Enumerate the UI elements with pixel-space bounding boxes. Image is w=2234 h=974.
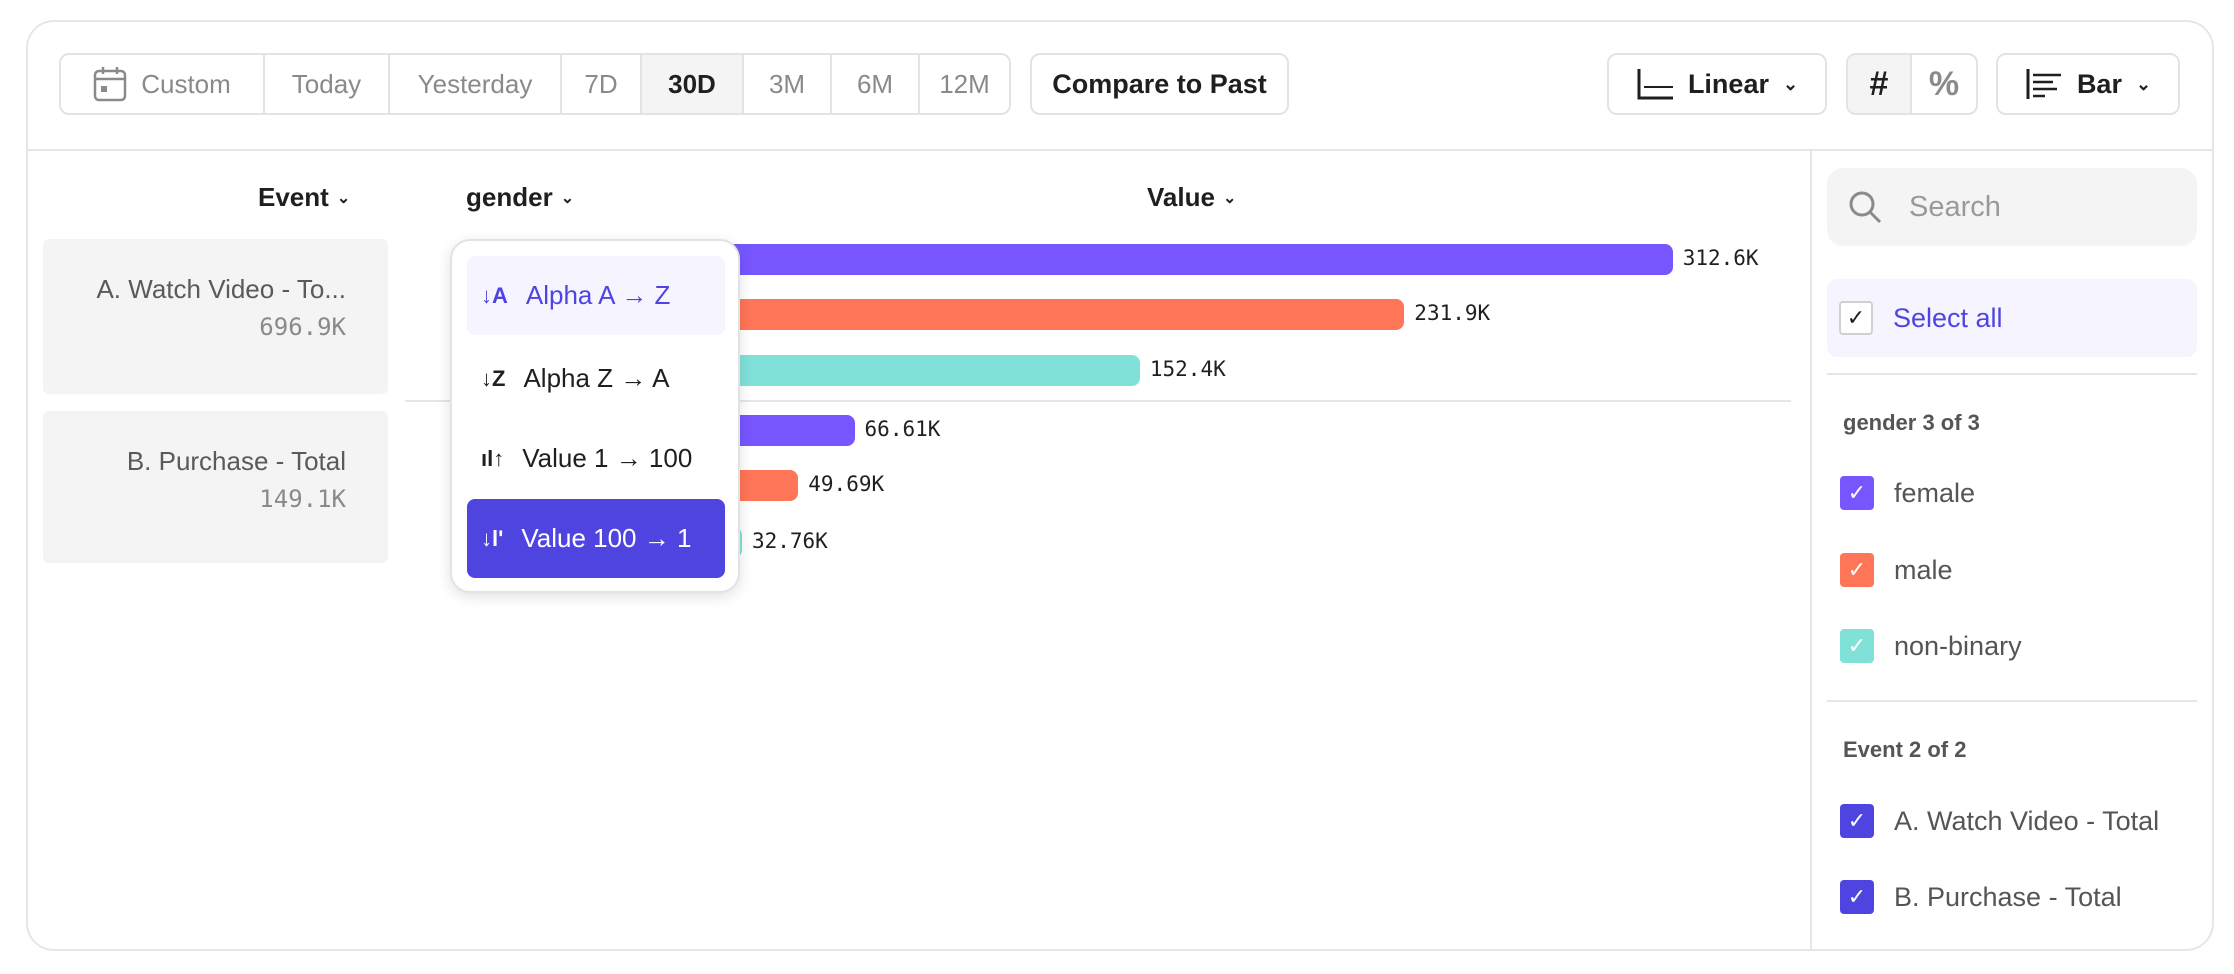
check-icon: ✓	[1840, 476, 1874, 510]
event-filter-header: Event 2 of 2	[1843, 737, 1967, 762]
sort-alpha-desc-icon: ↓Z	[481, 365, 506, 391]
gender-header-label: gender	[466, 182, 553, 212]
range-today[interactable]: Today	[265, 55, 390, 113]
gender-filter-header: gender 3 of 3	[1843, 410, 1980, 435]
value-header-label: Value	[1147, 182, 1215, 212]
search-input[interactable]: Search	[1827, 168, 2197, 246]
panel-divider	[1827, 700, 2197, 702]
date-range-selector: Custom Today Yesterday 7D 30D 3M 6M 12M	[59, 53, 1011, 115]
filter-event-a[interactable]: ✓ A. Watch Video - Total	[1840, 804, 2159, 838]
event-card-b[interactable]: B. Purchase - Total 149.1K	[43, 411, 388, 563]
sort-alpha-az[interactable]: ↓A Alpha A → Z	[467, 256, 725, 335]
chevron-down-icon: ⌄	[1782, 73, 1799, 94]
sort-option-label: Value 100 → 1	[521, 523, 692, 553]
select-all-checkbox[interactable]: ✓ Select all	[1827, 279, 2197, 357]
chevron-down-icon: ⌄	[1222, 189, 1237, 207]
range-custom-label: Custom	[141, 68, 231, 99]
range-30d[interactable]: 30D	[642, 55, 744, 113]
sort-alpha-za[interactable]: ↓Z Alpha Z → A	[467, 339, 725, 418]
search-placeholder: Search	[1909, 190, 2001, 223]
filter-event-b[interactable]: ✓ B. Purchase - Total	[1840, 880, 2122, 914]
range-6m[interactable]: 6M	[832, 55, 920, 113]
check-icon: ✓	[1840, 629, 1874, 663]
bar-a-male[interactable]	[633, 299, 1405, 330]
range-3m[interactable]: 3M	[744, 55, 832, 113]
sort-option-label: Alpha A → Z	[525, 280, 671, 310]
chevron-down-icon: ⌄	[560, 189, 575, 207]
panel-divider	[1827, 373, 2197, 375]
bar-chart-icon	[2026, 69, 2061, 99]
gender-column-header[interactable]: gender ⌄	[466, 182, 574, 213]
event-name: B. Purchase - Total	[126, 446, 346, 476]
bar-value-label: 312.6K	[1682, 246, 1759, 270]
compare-to-past-button[interactable]: Compare to Past	[1030, 53, 1289, 115]
filter-non-binary[interactable]: ✓ non-binary	[1840, 629, 2022, 663]
search-icon	[1849, 191, 1882, 224]
check-icon: ✓	[1840, 880, 1874, 914]
bar-value-label: 32.76K	[751, 529, 828, 553]
number-mode-button[interactable]: #	[1848, 55, 1913, 113]
display-mode-toggle: # %	[1846, 53, 1978, 115]
filter-label: A. Watch Video - Total	[1894, 805, 2160, 836]
sort-option-label: Alpha Z → A	[523, 363, 670, 393]
check-icon: ✓	[1840, 804, 1874, 838]
header-divider	[27, 149, 2213, 151]
range-custom[interactable]: Custom	[61, 55, 265, 113]
value-column-header[interactable]: Value ⌄	[1147, 182, 1236, 213]
axis-icon	[1637, 69, 1673, 100]
range-12m[interactable]: 12M	[939, 68, 990, 99]
group-divider	[405, 400, 1791, 402]
select-all-label: Select all	[1893, 302, 2003, 333]
sort-value-asc[interactable]: ıl↑ Value 1 → 100	[467, 419, 725, 498]
panel-divider	[1810, 150, 1812, 950]
range-yesterday[interactable]: Yesterday	[390, 55, 562, 113]
filter-label: female	[1894, 477, 1976, 508]
bar-a-female[interactable]	[633, 244, 1673, 275]
event-name: A. Watch Video - To...	[96, 274, 346, 304]
check-icon: ✓	[1839, 301, 1873, 335]
filter-female[interactable]: ✓ female	[1840, 476, 1975, 510]
scale-dropdown[interactable]: Linear ⌄	[1607, 53, 1827, 115]
bar-value-label: 66.61K	[864, 417, 941, 441]
sort-value-asc-icon: ıl↑	[481, 445, 505, 471]
sort-option-label: Value 1 → 100	[522, 443, 693, 473]
check-icon: ✓	[1840, 553, 1874, 587]
percent-mode-button[interactable]: %	[1928, 64, 1960, 103]
sort-alpha-asc-icon: ↓A	[481, 282, 508, 308]
event-header-label: Event	[258, 182, 329, 212]
scale-label: Linear	[1687, 68, 1769, 99]
chevron-down-icon: ⌄	[336, 189, 351, 207]
bar-value-label: 49.69K	[808, 472, 885, 496]
filter-label: non-binary	[1894, 630, 2022, 661]
chart-type-label: Bar	[2076, 68, 2122, 99]
report-card	[26, 20, 2214, 951]
sort-menu: ↓A Alpha A → Z ↓Z Alpha Z → A ıl↑ Value …	[450, 239, 740, 593]
filter-label: male	[1894, 554, 1953, 585]
bar-value-label: 152.4K	[1149, 357, 1226, 381]
sort-value-desc[interactable]: ↓l' Value 100 → 1	[467, 499, 725, 578]
filter-label: B. Purchase - Total	[1894, 881, 2122, 912]
chevron-down-icon: ⌄	[2135, 73, 2152, 94]
sort-value-desc-icon: ↓l'	[481, 525, 504, 551]
chart-type-dropdown[interactable]: Bar ⌄	[1996, 53, 2180, 115]
event-total: 149.1K	[259, 485, 346, 513]
event-total: 696.9K	[259, 313, 346, 341]
calendar-icon	[93, 67, 127, 102]
event-card-a[interactable]: A. Watch Video - To... 696.9K	[43, 239, 388, 394]
filter-male[interactable]: ✓ male	[1840, 553, 1953, 587]
event-column-header[interactable]: Event ⌄	[258, 182, 350, 213]
range-7d[interactable]: 7D	[562, 55, 642, 113]
bar-value-label: 231.9K	[1414, 301, 1491, 325]
